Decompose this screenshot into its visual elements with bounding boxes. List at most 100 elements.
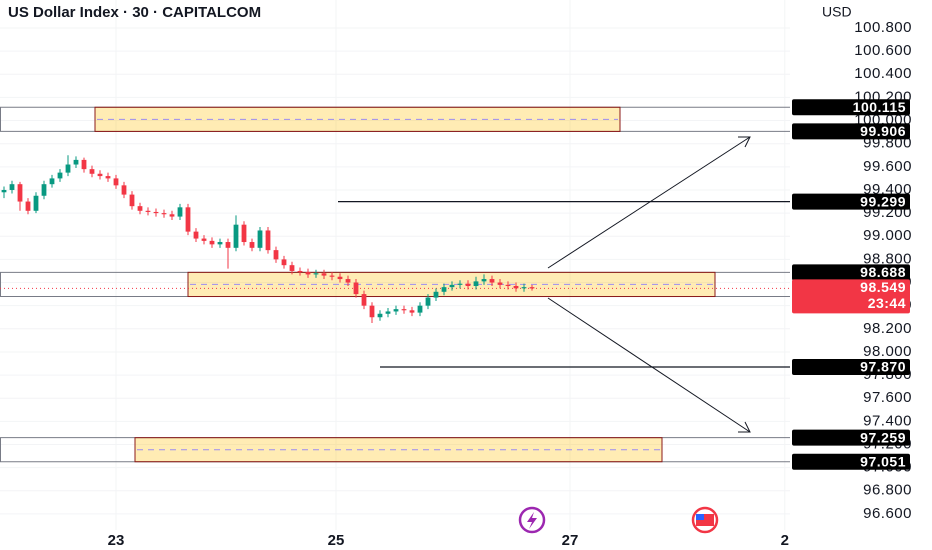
zone-box	[94, 106, 621, 132]
y-tick-label: 98.800	[863, 250, 912, 267]
candle-body	[513, 285, 519, 289]
price-tag-label: 97.259	[860, 429, 906, 445]
candle-body	[33, 195, 39, 211]
icon-bolt	[527, 512, 537, 529]
candle-body	[201, 238, 207, 241]
candle-body	[457, 283, 463, 285]
trend-arrow	[547, 136, 751, 269]
candle-body	[321, 273, 327, 276]
price-tag-label: 98.688	[860, 264, 906, 280]
x-tick-label: 23	[108, 532, 125, 549]
candle-body	[265, 230, 271, 251]
candle-body	[361, 294, 367, 306]
candle-body	[169, 214, 175, 217]
price-tag-label: 99.299	[860, 193, 906, 209]
candle-body	[425, 297, 431, 306]
candle-body	[137, 206, 143, 211]
candle-body	[105, 176, 111, 179]
candle-body	[529, 287, 535, 289]
candle-body	[241, 224, 247, 243]
candle-body	[433, 291, 439, 298]
candle-body	[305, 272, 311, 275]
price-tag	[792, 193, 910, 210]
price-tag-label: 100.115	[853, 99, 906, 115]
y-tick-label: 100.600	[854, 42, 912, 59]
price-tag	[792, 429, 910, 446]
price-tag-label: 97.051	[860, 453, 906, 469]
arrow-head	[738, 421, 751, 433]
candle-body	[17, 184, 23, 202]
candle-body	[273, 250, 279, 260]
candle-body	[377, 313, 383, 318]
candle-body	[193, 231, 199, 239]
candle-body	[129, 194, 135, 207]
candle-body	[449, 284, 455, 288]
candle-body	[441, 287, 447, 292]
candle-body	[481, 279, 487, 282]
candle-body	[81, 159, 87, 170]
y-tick-label: 97.600	[863, 389, 912, 406]
candle-body	[313, 273, 319, 275]
candle-body	[209, 240, 215, 245]
candle-body	[417, 305, 423, 313]
candle-body	[281, 259, 287, 266]
y-tick-label: 98.000	[863, 343, 912, 360]
candle-body	[409, 310, 415, 313]
y-tick-label: 99.000	[863, 227, 912, 244]
candle-body	[505, 284, 511, 286]
flag-icon[interactable]	[691, 506, 719, 534]
candle-body	[57, 172, 63, 179]
candle-body	[401, 309, 407, 311]
candle-body	[161, 213, 167, 215]
candle-body	[177, 207, 183, 217]
candle-body	[233, 224, 239, 248]
candle-body	[89, 169, 95, 174]
candle-body	[97, 173, 103, 177]
candle-body	[385, 311, 391, 314]
candles	[1, 155, 535, 324]
lightning-icon[interactable]	[518, 506, 546, 534]
grid	[0, 0, 790, 530]
icon-flag-canton	[696, 514, 704, 520]
candle-body	[25, 201, 31, 211]
candle-body	[41, 184, 47, 196]
candle-body	[465, 283, 471, 286]
candle-body	[369, 305, 375, 318]
candle-body	[329, 275, 335, 277]
candle-body	[337, 276, 343, 280]
y-tick-label: 99.600	[863, 158, 912, 175]
arrow-head	[738, 136, 751, 148]
candle-body	[297, 270, 303, 273]
candle-body	[65, 164, 71, 173]
price-axis: 100.800100.600100.400100.200100.00099.80…	[792, 19, 912, 522]
zone-box	[134, 437, 663, 463]
countdown: 23:44	[868, 295, 906, 311]
drawings	[547, 136, 751, 433]
y-tick-label: 98.200	[863, 320, 912, 337]
candle-body	[49, 178, 55, 185]
y-tick-label: 97.400	[863, 412, 912, 429]
y-tick-label: 100.800	[854, 19, 912, 36]
x-tick-label: 2	[781, 532, 789, 549]
y-tick-label: 100.400	[854, 65, 912, 82]
chart-title: US Dollar Index · 30 · CAPITALCOM	[8, 4, 261, 21]
candle-body	[489, 279, 495, 283]
price-tag	[792, 358, 910, 375]
candle-body	[257, 230, 263, 248]
y-tick-label: 96.600	[863, 505, 912, 522]
y-tick-label: 96.800	[863, 482, 912, 499]
candle-body	[225, 242, 231, 248]
candle-body	[145, 210, 151, 212]
currency: USD	[822, 4, 852, 20]
price-tag	[792, 453, 910, 470]
x-tick-label: 25	[328, 532, 345, 549]
candle-body	[9, 184, 15, 190]
candle-body	[353, 282, 359, 295]
candle-body	[393, 309, 399, 312]
price-tag-label: 97.870	[860, 359, 906, 375]
candle-body	[113, 178, 119, 186]
candle-body	[1, 189, 7, 193]
candle-body	[473, 281, 479, 286]
price-tag	[792, 264, 910, 281]
